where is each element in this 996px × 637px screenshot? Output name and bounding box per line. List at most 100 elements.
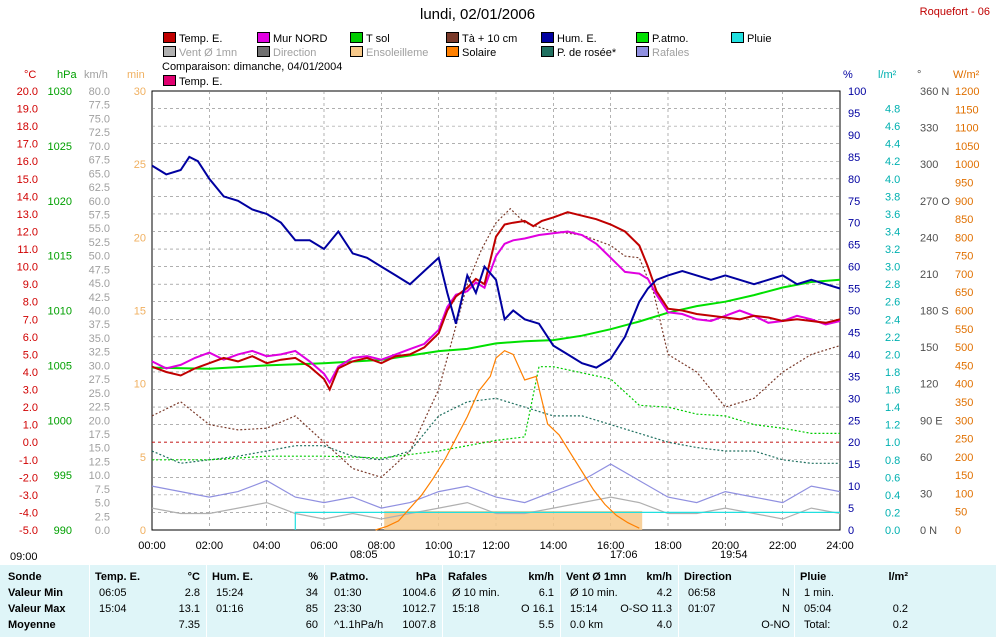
axis-tick-label: 16.0 [17, 156, 38, 168]
stats-header-unit: % [308, 571, 318, 583]
stats-cell-time: 15:04 [99, 603, 127, 615]
axis-tick-label: 240 [920, 232, 938, 244]
axis-tick-label: 3.4 [885, 226, 900, 238]
axis-tick-label: 47.5 [89, 264, 110, 276]
axis-tick-label: 1.8 [885, 367, 900, 379]
axis-tick-label: 57.5 [89, 209, 110, 221]
axis-tick-label: 4.0 [23, 367, 38, 379]
chart: 20.0 19.0 18.0 17.0 16.0 15.0 14.0 13.0 12.0 11.0… [10, 69, 980, 563]
time-tick-label: 20:00 [712, 540, 740, 552]
axis-tick-label: 55 [848, 284, 860, 296]
axis-tick-label: 1015 [48, 251, 72, 263]
axis-tick-label: 700 [955, 269, 973, 281]
marker-sun_start: 09:00 [10, 551, 38, 563]
axis-tick-label: 27.5 [89, 374, 110, 386]
stats-column-separator [89, 565, 90, 637]
stats-cell-time: 05:04 [804, 603, 832, 615]
stats-cell-time: 01:16 [216, 603, 244, 615]
axis-tick-label: 550 [955, 324, 973, 336]
legend-swatch [350, 46, 363, 57]
legend-swatch [257, 46, 270, 57]
axis-tick-label: 10.0 [89, 470, 110, 482]
axis-tick-label: 2.5 [95, 511, 110, 523]
axis-tick-label: 17.5 [89, 429, 110, 441]
stats-cell-time: 15:18 [452, 603, 480, 615]
axis-tick-label: -5.0 [19, 525, 38, 537]
axis-tick-label: 300 [920, 159, 938, 171]
legend-item: Rafales [636, 46, 689, 59]
stats-row-label: Valeur Min [8, 587, 64, 599]
stats-header: Hum. E. [212, 571, 253, 583]
stats-cell-time: 06:05 [99, 587, 127, 599]
axis-tick-label: 4.2 [885, 156, 900, 168]
series-line [151, 496, 841, 520]
axis-tick-label: 10 [134, 379, 146, 391]
time-tick-label: 02:00 [196, 540, 224, 552]
axis-tick-label: 1025 [48, 141, 72, 153]
axis-tick-label: 1005 [48, 360, 72, 372]
axis-tick-label: 0 [955, 525, 961, 537]
legend-label: Direction [273, 47, 317, 59]
axis-tick-label: 4.4 [885, 139, 900, 151]
legend-swatch [163, 32, 176, 43]
axis-tick-label: 50 [848, 306, 860, 318]
legend-swatch [541, 46, 554, 57]
legend-item: Temp. E. [163, 32, 222, 45]
stats-cell-time: 15:14 [570, 603, 598, 615]
stats-cell-value: O-SO 11.3 [620, 603, 672, 615]
axis-tick-label: 150 [955, 470, 973, 482]
stats-cell-value: 1007.8 [402, 619, 436, 631]
axis-tick-label: 100 [955, 488, 973, 500]
stats-cell-value: 1012.7 [402, 603, 436, 615]
stats-cell-value: N [782, 587, 790, 599]
axis-tick-label: 1000 [48, 415, 72, 427]
stats-table: Sonde Temp. E. °C Hum. E.% P.atmo. hPa Rafales… [0, 565, 996, 637]
stats-cell-value: 7.35 [178, 619, 200, 631]
time-tick-label: 22:00 [769, 540, 797, 552]
axis-unit-label: % [843, 69, 853, 81]
axis-tick-label: 4.8 [885, 104, 900, 116]
axis-unit-label: l/m² [878, 69, 897, 81]
series-line [151, 278, 841, 370]
axis-tick-label: 0.0 [95, 525, 110, 537]
time-tick-label: 14:00 [540, 540, 568, 552]
axis-tick-label: 850 [955, 214, 973, 226]
stats-cell-time: 15:24 [216, 587, 244, 599]
time-tick-label: 08:00 [368, 540, 396, 552]
legend-label: Temp. E. [179, 76, 223, 88]
axis-tick-label: 30 [848, 393, 860, 405]
stats-header: Vent Ø 1mn [566, 571, 627, 583]
axis-tick-label: -3.0 [19, 490, 38, 502]
axis-tick-label: 60 [920, 452, 932, 464]
legend-swatch [257, 32, 270, 43]
axis-tick-label: 300 [955, 415, 973, 427]
axis-tick-label: 9.0 [23, 279, 38, 291]
axis-tick-label: 20.0 [89, 415, 110, 427]
legend-item: P.atmo. [636, 32, 689, 45]
stats-header-unit: hPa [415, 571, 436, 583]
stats-column-separator [794, 565, 795, 637]
series-line [152, 366, 840, 461]
axis-tick-label: 95 [848, 108, 860, 120]
station-name: Roquefort - 06 [919, 6, 990, 18]
stats-cell-value: 1004.6 [402, 587, 436, 599]
axis-tick-label: 19.0 [17, 104, 38, 116]
axis-tick-label: 900 [955, 196, 973, 208]
legend-item: Solaire [446, 46, 496, 59]
axis-tick-label: 25 [848, 415, 860, 427]
series-line [151, 155, 841, 369]
axis-tick-label: 70.0 [89, 141, 110, 153]
stats-cell-value: N [782, 603, 790, 615]
axis-tick-label: 1030 [48, 86, 72, 98]
axis-tick-label: 62.5 [89, 182, 110, 194]
axis-tick-label: 17.0 [17, 139, 38, 151]
axis-tick-label: 11.0 [17, 244, 38, 256]
axis-tick-label: 60.0 [89, 196, 110, 208]
legend-item: Tà + 10 cm [446, 32, 517, 45]
legend-swatch [163, 46, 176, 57]
axis-unit-label: km/h [84, 69, 108, 81]
stats-cell-value: O 16.1 [520, 603, 554, 615]
axis-tick-label: 0.4 [885, 490, 900, 502]
axis-tick-label: 67.5 [89, 155, 110, 167]
series-line [294, 511, 840, 530]
